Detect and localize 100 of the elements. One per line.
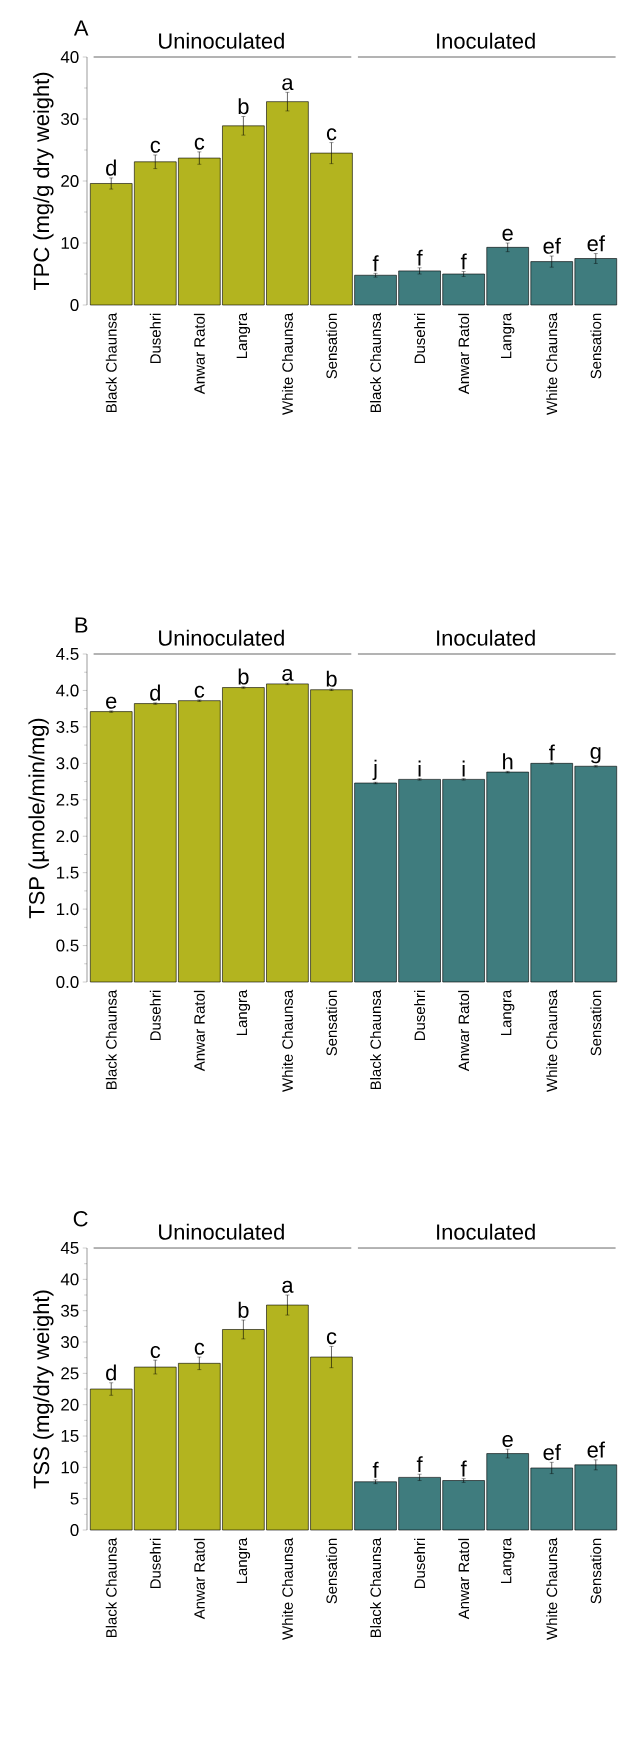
x-tick-label: Anwar Ratol: [193, 1538, 205, 1620]
x-tick-label: Langra: [236, 312, 251, 359]
text: Inoculated: [437, 629, 535, 646]
y-tick-label: 40: [60, 1273, 79, 1286]
x-tick-label: Dusehri: [149, 313, 161, 364]
x-tick-label: Langra: [500, 989, 515, 1036]
y-tick-label: 45: [60, 1242, 79, 1254]
data-label: i: [418, 760, 421, 777]
data-label: j: [372, 759, 377, 781]
data-label: ef: [587, 235, 605, 252]
y-axis-title: TPC (mg/g dry weight): [33, 72, 54, 291]
data-label: f: [416, 249, 423, 266]
x-tick-label: White Chaunsa: [546, 312, 558, 415]
x-tick-label: Black Chaunsa: [105, 1537, 117, 1638]
y-axis-title: TSS (mg/dry weight): [33, 1290, 54, 1489]
y-tick-label: 0.0: [56, 976, 79, 989]
text: Uninoculated: [159, 629, 284, 646]
y-axis-title: TSP (µmole/min/mg): [28, 718, 49, 919]
y-tick-label: 30: [61, 113, 79, 126]
data-label: b: [238, 98, 249, 115]
chart-title: A: [73, 20, 89, 36]
y-tick-label: 3.0: [56, 757, 79, 770]
data-label: f: [372, 255, 379, 272]
data-label: b: [238, 1301, 249, 1318]
x-tick-label: Langra: [236, 1537, 251, 1584]
data-label: d: [106, 1364, 116, 1381]
data-label: ef: [587, 1441, 605, 1458]
x-tick-label: Sensation: [325, 313, 337, 379]
x-tick-label: White Chaunsa: [281, 989, 293, 1092]
text: Uninoculated: [159, 1223, 284, 1240]
x-tick-label: Black Chaunsa: [370, 989, 382, 1090]
x-tick-label: Black Chaunsa: [105, 989, 117, 1090]
data-label: e: [502, 1434, 513, 1447]
x-tick-label: Dusehri: [414, 1538, 426, 1589]
x-tick-label: Dusehri: [149, 990, 161, 1041]
y-tick-label: 10: [61, 237, 79, 250]
data-label: c: [326, 1332, 337, 1345]
data-label: c: [150, 1345, 161, 1358]
x-tick-label: White Chaunsa: [281, 1537, 293, 1640]
data-label: c: [194, 1342, 205, 1355]
x-tick-label: Sensation: [590, 1538, 602, 1604]
y-tick-label: 2.0: [56, 830, 79, 843]
x-tick-label: Sensation: [590, 990, 602, 1056]
x-tick-label: Black Chaunsa: [370, 1537, 382, 1638]
text: Inoculated: [437, 32, 535, 49]
chart-title: B: [75, 617, 88, 633]
data-label: a: [282, 668, 294, 681]
data-label: ef: [543, 237, 561, 254]
data-label: c: [194, 685, 205, 698]
x-tick-label: Anwar Ratol: [193, 313, 205, 395]
data-label: b: [326, 670, 337, 687]
data-label: ef: [543, 1444, 561, 1461]
text: Inoculated: [437, 1223, 535, 1240]
y-tick-label: 4.0: [56, 684, 79, 697]
x-tick-label: Sensation: [325, 1538, 337, 1604]
x-tick-label: Sensation: [590, 313, 602, 379]
data-label: d: [150, 684, 160, 701]
data-label: a: [282, 78, 294, 91]
data-label: a: [282, 1280, 294, 1293]
data-label: h: [503, 753, 513, 770]
x-tick-label: Anwar Ratol: [458, 313, 470, 395]
data-label: g: [590, 747, 601, 764]
x-tick-label: Black Chaunsa: [370, 312, 382, 413]
y-tick-label: 0.5: [56, 939, 79, 952]
data-label: d: [106, 159, 116, 176]
x-tick-label: White Chaunsa: [281, 312, 293, 415]
data-label: f: [460, 1460, 467, 1477]
x-tick-label: Sensation: [325, 990, 337, 1056]
x-tick-label: Dusehri: [414, 990, 426, 1041]
y-tick-label: 2.5: [56, 793, 79, 806]
y-tick-label: 0: [70, 299, 79, 312]
y-tick-label: 40: [60, 51, 79, 64]
chart-title: C: [73, 1210, 88, 1227]
y-tick-label: 1.0: [56, 903, 79, 916]
data-label: c: [194, 137, 205, 150]
y-tick-label: 4.5: [56, 648, 79, 660]
y-tick-label: 30: [61, 1336, 79, 1349]
y-tick-label: 35: [61, 1304, 79, 1317]
y-tick-label: 20: [61, 175, 79, 188]
data-label: c: [150, 140, 161, 153]
x-tick-label: Anwar Ratol: [458, 1538, 470, 1620]
x-tick-label: Anwar Ratol: [193, 990, 205, 1072]
data-label: c: [326, 128, 337, 141]
data-label: i: [462, 760, 465, 777]
y-tick-label: 5: [70, 1492, 79, 1505]
y-tick-label: 15: [61, 1430, 79, 1442]
x-tick-label: White Chaunsa: [546, 989, 558, 1092]
data-label: f: [549, 744, 555, 761]
x-tick-label: White Chaunsa: [546, 1537, 558, 1640]
x-tick-label: Dusehri: [414, 313, 426, 364]
data-label: f: [416, 1456, 423, 1473]
text: Uninoculated: [159, 32, 284, 49]
x-tick-label: Langra: [500, 312, 515, 359]
y-tick-label: 3.5: [56, 720, 79, 733]
y-tick-label: 10: [61, 1461, 79, 1474]
data-label: b: [238, 668, 249, 685]
y-tick-label: 25: [61, 1367, 79, 1380]
x-tick-label: Dusehri: [149, 1538, 161, 1589]
data-label: f: [460, 253, 467, 270]
data-label: e: [106, 696, 117, 709]
